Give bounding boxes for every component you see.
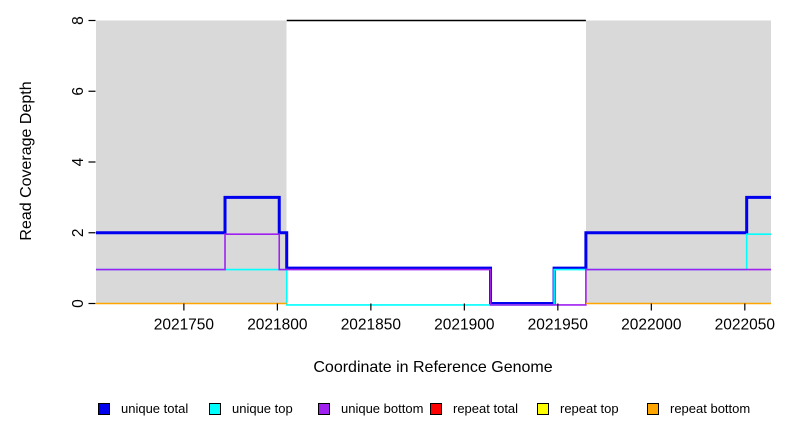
- y-tick-label: 4: [70, 157, 87, 166]
- repeat-bottom-swatch-icon: [647, 402, 659, 415]
- legend-label: unique bottom: [341, 401, 424, 416]
- unique-top-swatch-icon: [209, 402, 221, 415]
- legend-item-repeat-bottom: repeat bottom: [647, 402, 750, 415]
- x-tick-label: 2021950: [528, 317, 589, 334]
- y-axis: 0 2 4 6 8: [70, 16, 96, 308]
- repeat-top-swatch-icon: [537, 402, 549, 415]
- unique-bottom-swatch-icon: [318, 402, 330, 415]
- legend-label: repeat bottom: [670, 401, 751, 416]
- legend-item-repeat-top: repeat top: [537, 402, 619, 415]
- x-tick-label: 2021900: [434, 317, 495, 334]
- x-tick-label: 2021850: [341, 317, 402, 334]
- repeat-total-swatch-icon: [430, 402, 442, 415]
- x-tick-label: 2021800: [247, 317, 308, 334]
- legend-item-repeat-total: repeat total: [430, 402, 518, 415]
- series-unique-top: [96, 233, 771, 306]
- repeat-region-rect: [96, 20, 287, 304]
- legend-item-unique-total: unique total: [98, 402, 188, 415]
- x-axis-title: Coordinate in Reference Genome: [313, 359, 552, 376]
- legend-item-unique-top: unique top: [209, 402, 293, 415]
- x-tick-label: 2021750: [154, 317, 215, 334]
- legend-label: unique top: [232, 401, 293, 416]
- x-tick-label: 2022050: [715, 317, 776, 334]
- coverage-depth-chart: 2021750 2021800 2021850 2021900 2021950 20220…: [18, 16, 776, 376]
- legend-label: repeat top: [560, 401, 619, 416]
- legend-label: unique total: [121, 401, 189, 416]
- legend-item-unique-bottom: unique bottom: [318, 402, 423, 415]
- y-tick-label: 6: [70, 87, 87, 96]
- series-line: [96, 233, 771, 306]
- legend-label: repeat total: [453, 401, 519, 416]
- y-axis-title: Read Coverage Depth: [18, 81, 35, 240]
- chart-legend: unique total unique top unique bottom re…: [0, 400, 792, 422]
- y-tick-label: 0: [70, 299, 87, 308]
- unique-total-swatch-icon: [98, 402, 110, 415]
- repeat-region-rect: [585, 20, 771, 304]
- coverage-series-lines: [96, 195, 771, 306]
- x-axis: 2021750 2021800 2021850 2021900 2021950 20220…: [154, 303, 776, 334]
- repeat-region-shading: [96, 20, 771, 304]
- y-tick-label: 8: [70, 16, 87, 25]
- series-unique-bottom: [96, 233, 771, 306]
- x-tick-label: 2022000: [621, 317, 682, 334]
- series-line: [96, 233, 771, 306]
- y-tick-label: 2: [70, 228, 87, 237]
